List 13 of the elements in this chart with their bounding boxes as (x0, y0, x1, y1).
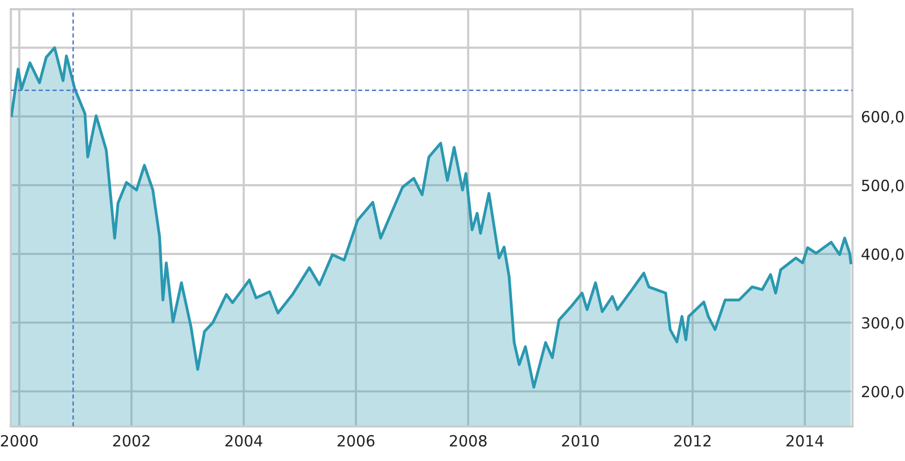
y-tick-label: 300,0 (862, 317, 904, 330)
x-tick-label: 2000 (0, 435, 38, 447)
x-tick-label: 2008 (450, 435, 487, 447)
x-tick-label: 2002 (113, 435, 150, 447)
x-tick-label: 2004 (225, 435, 262, 447)
y-tick-label: 600,0 (862, 110, 904, 124)
y-tick-label: 400,0 (862, 248, 904, 262)
y-tick-label: 200,0 (862, 386, 904, 399)
x-tick-label: 2012 (674, 435, 711, 447)
x-tick-label: 2014 (786, 435, 824, 447)
x-tick-label: 2006 (338, 435, 374, 447)
x-tick-label: 2010 (562, 435, 599, 447)
y-tick-label: 500,0 (862, 180, 904, 193)
